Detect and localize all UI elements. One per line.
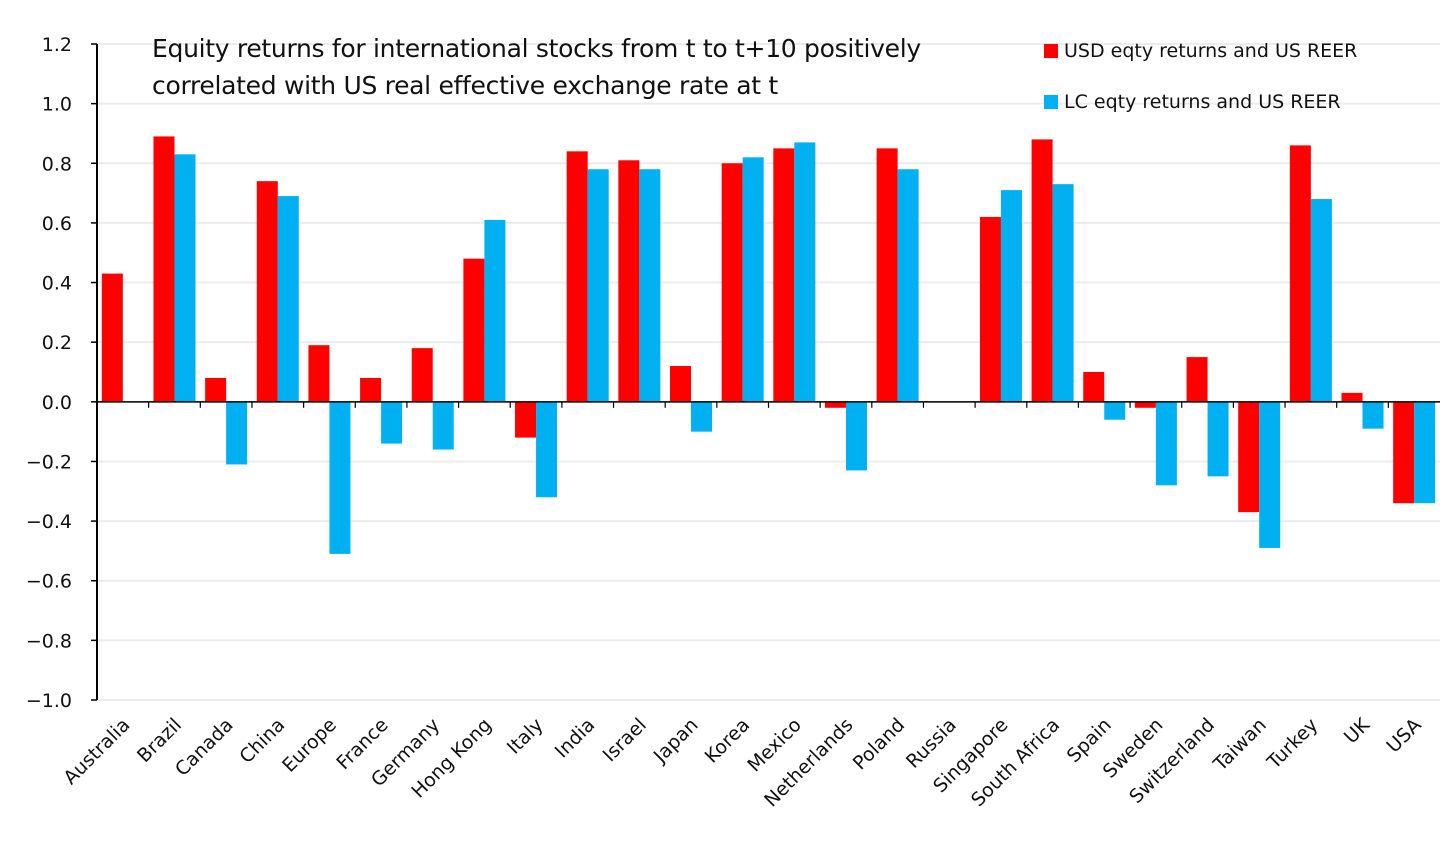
y-tick-label: −0.2 bbox=[26, 451, 72, 473]
bar-lc-india bbox=[587, 169, 609, 402]
bar-usd-brazil bbox=[153, 136, 175, 402]
bar-lc-netherlands bbox=[845, 401, 867, 471]
bar-lc-switzerland bbox=[1207, 401, 1229, 477]
chart-title-line-1: Equity returns for international stocks … bbox=[152, 34, 921, 63]
bar-usd-italy bbox=[515, 401, 537, 438]
legend-label-lc: LC eqty returns and US REER bbox=[1064, 91, 1341, 113]
x-tick-label: India bbox=[551, 714, 600, 763]
bar-usd-south-africa bbox=[1031, 139, 1053, 402]
bar-lc-sweden bbox=[1155, 401, 1177, 486]
bar-lc-brazil bbox=[174, 154, 196, 402]
bar-usd-germany bbox=[411, 348, 433, 402]
x-tick-label: Canada bbox=[171, 714, 238, 781]
bar-lc-germany bbox=[432, 401, 454, 450]
y-tick-label: −0.8 bbox=[26, 630, 72, 652]
y-tick-label: 0.2 bbox=[42, 332, 72, 354]
bar-usd-mexico bbox=[773, 148, 795, 402]
x-tick-label: Australia bbox=[59, 714, 134, 789]
bar-usd-india bbox=[566, 151, 588, 402]
bar-usd-taiwan bbox=[1238, 401, 1260, 513]
bar-lc-france bbox=[381, 401, 403, 444]
bar-lc-japan bbox=[691, 401, 713, 432]
y-tick-label: 0.4 bbox=[42, 273, 72, 295]
bar-lc-hong-kong bbox=[484, 219, 506, 402]
y-tick-label: 0.0 bbox=[42, 392, 72, 414]
bar-usd-australia bbox=[101, 273, 123, 402]
bar-lc-canada bbox=[226, 401, 248, 465]
x-tick-label: UK bbox=[1340, 714, 1375, 749]
chart-title-line-2: correlated with US real effective exchan… bbox=[152, 71, 778, 100]
bar-lc-europe bbox=[329, 401, 351, 554]
bar-usd-switzerland bbox=[1186, 357, 1208, 402]
bar-usd-canada bbox=[205, 377, 227, 402]
bar-lc-south-africa bbox=[1052, 184, 1074, 402]
bar-usd-france bbox=[360, 377, 382, 402]
y-tick-label: −0.4 bbox=[26, 511, 72, 533]
bar-usd-hong-kong bbox=[463, 258, 485, 402]
bar-lc-uk bbox=[1362, 401, 1384, 429]
bar-usd-netherlands bbox=[824, 401, 846, 408]
y-tick-label: −0.6 bbox=[26, 571, 72, 593]
y-tick-label: −1.0 bbox=[26, 690, 72, 712]
bar-usd-uk bbox=[1341, 392, 1363, 402]
legend-item-usd: USD eqty returns and US REER bbox=[1044, 40, 1357, 62]
bar-usd-spain bbox=[1083, 372, 1105, 402]
bar-usd-turkey bbox=[1289, 145, 1311, 402]
bar-usd-china bbox=[256, 181, 278, 402]
y-tick-label: 1.2 bbox=[42, 34, 72, 56]
y-tick-label: 1.0 bbox=[42, 94, 72, 116]
bar-lc-turkey bbox=[1310, 199, 1332, 402]
bar-usd-europe bbox=[308, 345, 330, 402]
bar-lc-poland bbox=[897, 169, 919, 402]
chart-title: Equity returns for international stocks … bbox=[152, 30, 921, 104]
legend-swatch-red bbox=[1044, 44, 1058, 58]
bar-usd-poland bbox=[876, 148, 898, 402]
x-tick-label: Japan bbox=[649, 714, 703, 768]
bar-lc-china bbox=[277, 196, 299, 402]
bar-usd-usa bbox=[1393, 401, 1415, 504]
legend-item-lc: LC eqty returns and US REER bbox=[1044, 91, 1341, 113]
x-tick-label: Poland bbox=[849, 714, 909, 774]
bar-lc-mexico bbox=[794, 142, 816, 402]
bar-lc-singapore bbox=[1000, 190, 1022, 402]
y-tick-label: 0.8 bbox=[42, 153, 72, 175]
bar-lc-italy bbox=[536, 401, 558, 498]
bar-usd-sweden bbox=[1134, 401, 1156, 408]
bar-usd-israel bbox=[618, 160, 640, 402]
bar-lc-korea bbox=[742, 157, 764, 402]
x-tick-label: Europe bbox=[278, 714, 341, 777]
bar-lc-taiwan bbox=[1259, 401, 1281, 548]
x-tick-label: USA bbox=[1382, 714, 1425, 757]
legend-swatch-blue bbox=[1044, 95, 1058, 109]
x-tick-label: Israel bbox=[599, 714, 651, 766]
bar-usd-japan bbox=[670, 366, 692, 402]
bar-usd-korea bbox=[721, 163, 743, 402]
bar-lc-israel bbox=[639, 169, 661, 402]
x-tick-label: Taiwan bbox=[1209, 714, 1271, 776]
x-tick-label: Turkey bbox=[1262, 714, 1322, 774]
x-tick-label: Italy bbox=[503, 714, 548, 759]
bar-lc-spain bbox=[1104, 401, 1126, 420]
y-tick-label: 0.6 bbox=[42, 213, 72, 235]
bar-lc-usa bbox=[1414, 401, 1436, 504]
bar-usd-singapore bbox=[979, 216, 1001, 402]
legend-label-usd: USD eqty returns and US REER bbox=[1064, 40, 1358, 62]
